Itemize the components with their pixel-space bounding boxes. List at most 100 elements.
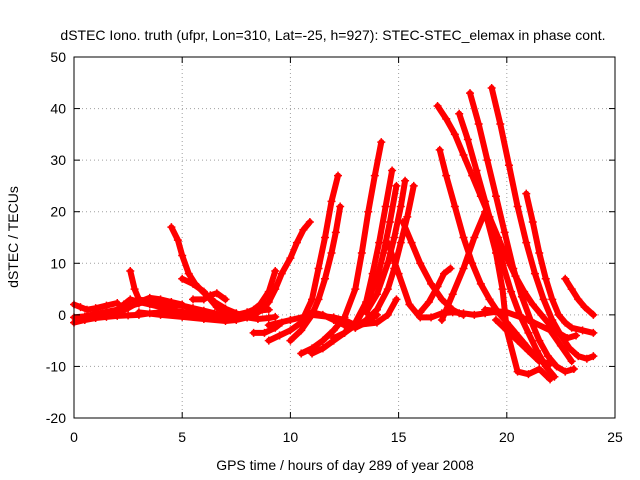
data-point [535,248,544,257]
data-point [327,197,336,206]
data-point [392,295,401,304]
data-point [561,367,570,376]
data-point [178,251,187,260]
data-point [156,298,165,307]
data-point [433,282,442,291]
data-point [76,303,85,312]
data-point [474,120,483,129]
data-point [383,285,392,294]
data-point [189,279,198,288]
data-point [569,365,578,374]
data-point [271,267,280,276]
data-point [528,218,537,227]
series-6 [126,267,230,321]
data-point [264,297,273,306]
data-point [383,310,392,319]
data-point [541,274,550,283]
data-point [535,336,544,345]
data-point [113,298,122,307]
data-point [580,303,589,312]
series-line [298,139,385,357]
data-point [199,295,208,304]
data-point [435,145,444,154]
series-25 [416,264,455,317]
data-point [589,328,598,337]
data-point [370,171,379,180]
series-line [456,110,558,380]
data-point [221,317,230,326]
data-point [589,352,598,361]
data-point [459,233,468,242]
data-point [314,295,323,304]
data-point [124,304,133,313]
data-point [126,267,135,276]
data-point [372,290,381,299]
y-tick-label: 30 [50,152,66,168]
data-point [409,181,418,190]
x-tick-label: 25 [607,429,623,445]
data-point [463,135,472,144]
data-point [556,331,565,340]
data-point [437,316,446,325]
data-point [297,349,306,358]
x-axis-label: GPS time / hours of day 289 of year 2008 [216,457,474,473]
data-point [396,202,405,211]
plot-frame [73,56,616,419]
data-point [297,326,306,335]
data-point [440,269,449,278]
data-point [394,269,403,278]
data-point [392,181,401,190]
data-point [277,269,286,278]
data-point [561,318,570,327]
data-point [459,264,468,273]
data-point [184,269,193,278]
data-point [524,370,533,379]
data-point [589,310,598,319]
data-point [243,308,252,317]
data-point [446,264,455,273]
data-point [522,238,531,247]
data-point [286,316,295,325]
data-point [126,295,135,304]
data-point [210,309,219,318]
x-tick-label: 5 [178,429,186,445]
data-point [381,202,390,211]
data-point [82,305,91,314]
data-point [424,297,433,306]
data-point [530,269,539,278]
data-point [517,292,526,301]
data-point [427,279,436,288]
data-point [340,328,349,337]
data-point [212,303,221,312]
data-point [80,312,89,321]
data-point [314,264,323,273]
data-point [459,309,468,318]
series-32 [522,189,598,337]
data-point [476,279,485,288]
data-point [156,310,165,319]
data-point [416,308,425,317]
data-point [351,285,360,294]
data-point [286,254,295,263]
series-line [287,203,344,344]
data-point [448,290,457,299]
data-point [556,341,565,350]
data-point [318,310,327,319]
data-point [502,308,511,317]
data-point [522,189,531,198]
y-tick-label: 50 [50,49,66,65]
series-9 [189,289,230,304]
data-point [212,289,221,298]
series-layer [70,83,598,384]
data-point [286,326,295,335]
data-point [513,367,522,376]
data-point [578,326,587,335]
data-point [199,287,208,296]
data-point [134,295,143,304]
data-point [548,316,557,325]
data-point [524,328,533,337]
data-point [433,101,442,110]
data-point [321,233,330,242]
data-point [466,89,475,98]
series-30 [487,83,598,363]
